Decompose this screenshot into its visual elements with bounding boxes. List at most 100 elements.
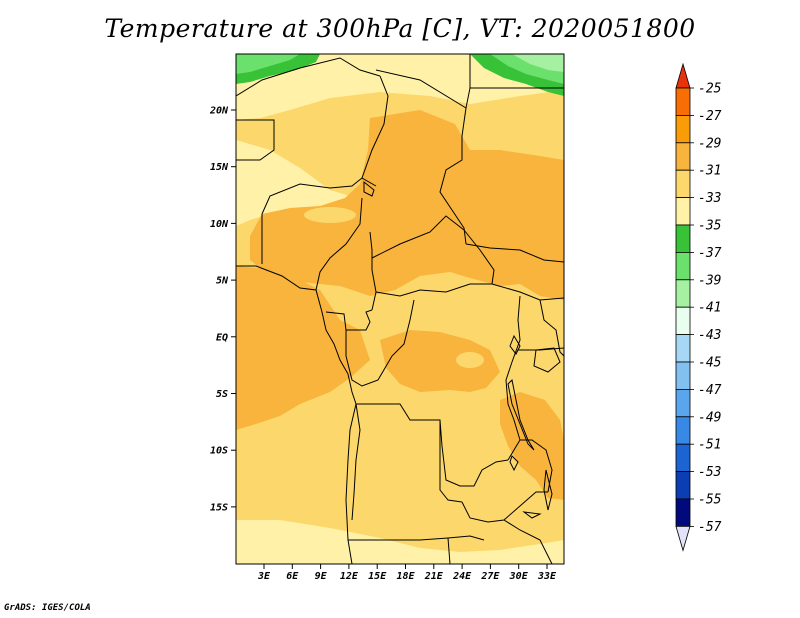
field-region-west-coast <box>236 266 370 430</box>
lat-tick-label: 15N <box>210 162 229 173</box>
border-zambia-tz <box>507 439 553 493</box>
colorbar-label: -53 <box>698 465 721 480</box>
lat-tick-label: 5S <box>216 389 228 400</box>
field-region-north-light <box>236 54 564 120</box>
temperature-field <box>236 54 564 564</box>
border-sudan-south-sudan <box>465 243 564 263</box>
lat-tick-label: 20N <box>209 106 229 117</box>
lon-tick-label: 21E <box>424 571 444 582</box>
lake-victoria <box>533 347 561 373</box>
colorbar-label: -35 <box>698 219 722 234</box>
field-region-congo <box>380 330 500 392</box>
border-car-south <box>375 283 492 297</box>
border-north-2 <box>361 75 389 187</box>
footer-credit: GrADS: IGES/COLA <box>4 603 91 613</box>
border-car-north <box>371 215 465 259</box>
border-drc-west <box>356 403 509 487</box>
field-region-south-light <box>236 520 564 564</box>
lon-tick-label: 15E <box>368 571 387 582</box>
lon-tick-label: 3E <box>257 571 271 582</box>
colorbar-segment <box>675 498 691 527</box>
lat-tick-label: 15S <box>210 502 228 513</box>
lon-tick-label: 33E <box>537 571 557 582</box>
colorbar-segment <box>675 115 691 144</box>
border-car-sudan <box>463 229 495 285</box>
colorbar-label: -43 <box>698 328 721 343</box>
colorbar-segment <box>675 306 691 336</box>
colorbar-bottom-arrow <box>675 526 691 552</box>
lon-tick-label: 24E <box>452 571 472 582</box>
colorbar-segment <box>675 471 691 500</box>
lake-chad <box>363 180 375 197</box>
colorbar-label: -49 <box>698 410 721 425</box>
border-angola-zambia <box>439 420 463 503</box>
colorbar-label: -25 <box>698 82 722 97</box>
longitude-axis: 3E 6E 9E 12E 15E 18E 21E 24E 27E 30E 33E <box>257 564 557 582</box>
border-cameroon-car <box>369 231 377 311</box>
colorbar-label: -29 <box>698 136 721 151</box>
border-gabon <box>325 309 373 331</box>
colorbar-label: -27 <box>698 109 722 124</box>
border-nigeria-niger <box>261 177 363 215</box>
colorbar-segment <box>675 251 691 281</box>
lake-albert <box>509 334 521 355</box>
colorbar-label: -55 <box>698 493 722 508</box>
lat-tick-label: 10N <box>210 219 229 230</box>
lat-tick-label: 5N <box>216 276 229 287</box>
latitude-axis: 20N 15N 10N 5N EQ 5S 10S 15S <box>209 106 236 513</box>
border-chad-sudan <box>439 107 467 245</box>
colorbar-top-arrow <box>675 62 691 89</box>
border-zimbabwe <box>503 519 553 564</box>
colorbar-segment <box>675 279 691 308</box>
lake-tanganyika <box>507 378 535 451</box>
lon-tick-label: 27E <box>480 571 500 582</box>
colorbar-label: -57 <box>698 520 722 535</box>
colorbar-segment <box>675 361 691 390</box>
colorbar-segment <box>675 334 691 363</box>
field-region-ne-green-lighter <box>512 54 564 72</box>
lake-kariba <box>522 511 542 519</box>
coast-angola <box>345 403 357 564</box>
colorbar-segment <box>675 142 691 171</box>
field-blob-2 <box>456 352 484 368</box>
map-title: Temperature at 300hPa [C], VT: 202005180… <box>104 14 696 43</box>
border-angola-namibia <box>348 535 485 541</box>
colorbar-segment <box>675 169 691 198</box>
colorbar-segment <box>675 388 691 418</box>
lake-malawi <box>543 469 553 511</box>
colorbar-label: -51 <box>698 438 721 453</box>
field-blob-3 <box>304 207 356 223</box>
colorbar-segment <box>675 87 691 116</box>
colorbar-label: -41 <box>698 301 721 316</box>
colorbar-segment <box>675 224 691 253</box>
border-angola-north <box>351 403 361 521</box>
lon-tick-label: 30E <box>509 571 529 582</box>
border-north-1 <box>236 57 381 97</box>
colorbar-segment <box>675 416 691 445</box>
country-borders <box>236 54 564 564</box>
lon-tick-label: 9E <box>315 571 328 582</box>
field-region-nw-green-light <box>236 54 300 74</box>
border-uganda-kenya <box>539 299 564 357</box>
field-blob-1 <box>402 280 458 300</box>
border-congo <box>345 299 415 387</box>
colorbar-label: -39 <box>698 273 721 288</box>
border-botswana <box>447 537 451 564</box>
lon-tick-label: 12E <box>340 571 359 582</box>
colorbar-segment <box>675 443 691 473</box>
border-south-sudan <box>491 283 564 301</box>
lat-tick-label: EQ <box>216 332 228 343</box>
lon-tick-label: 18E <box>396 571 415 582</box>
colorbar-label: -33 <box>698 191 721 206</box>
lon-tick-label: 6E <box>286 571 299 582</box>
border-nigeria-cameroon <box>315 197 363 291</box>
border-drc-east <box>505 295 521 441</box>
colorbar-label: -31 <box>698 164 721 179</box>
colorbar-label: -47 <box>698 383 722 398</box>
coast-gulf-guinea <box>236 265 357 405</box>
colorbar-label: -45 <box>698 356 722 371</box>
lake-mweru <box>509 455 519 472</box>
border-mali-niger <box>236 119 275 161</box>
field-region-sahel <box>250 110 564 300</box>
